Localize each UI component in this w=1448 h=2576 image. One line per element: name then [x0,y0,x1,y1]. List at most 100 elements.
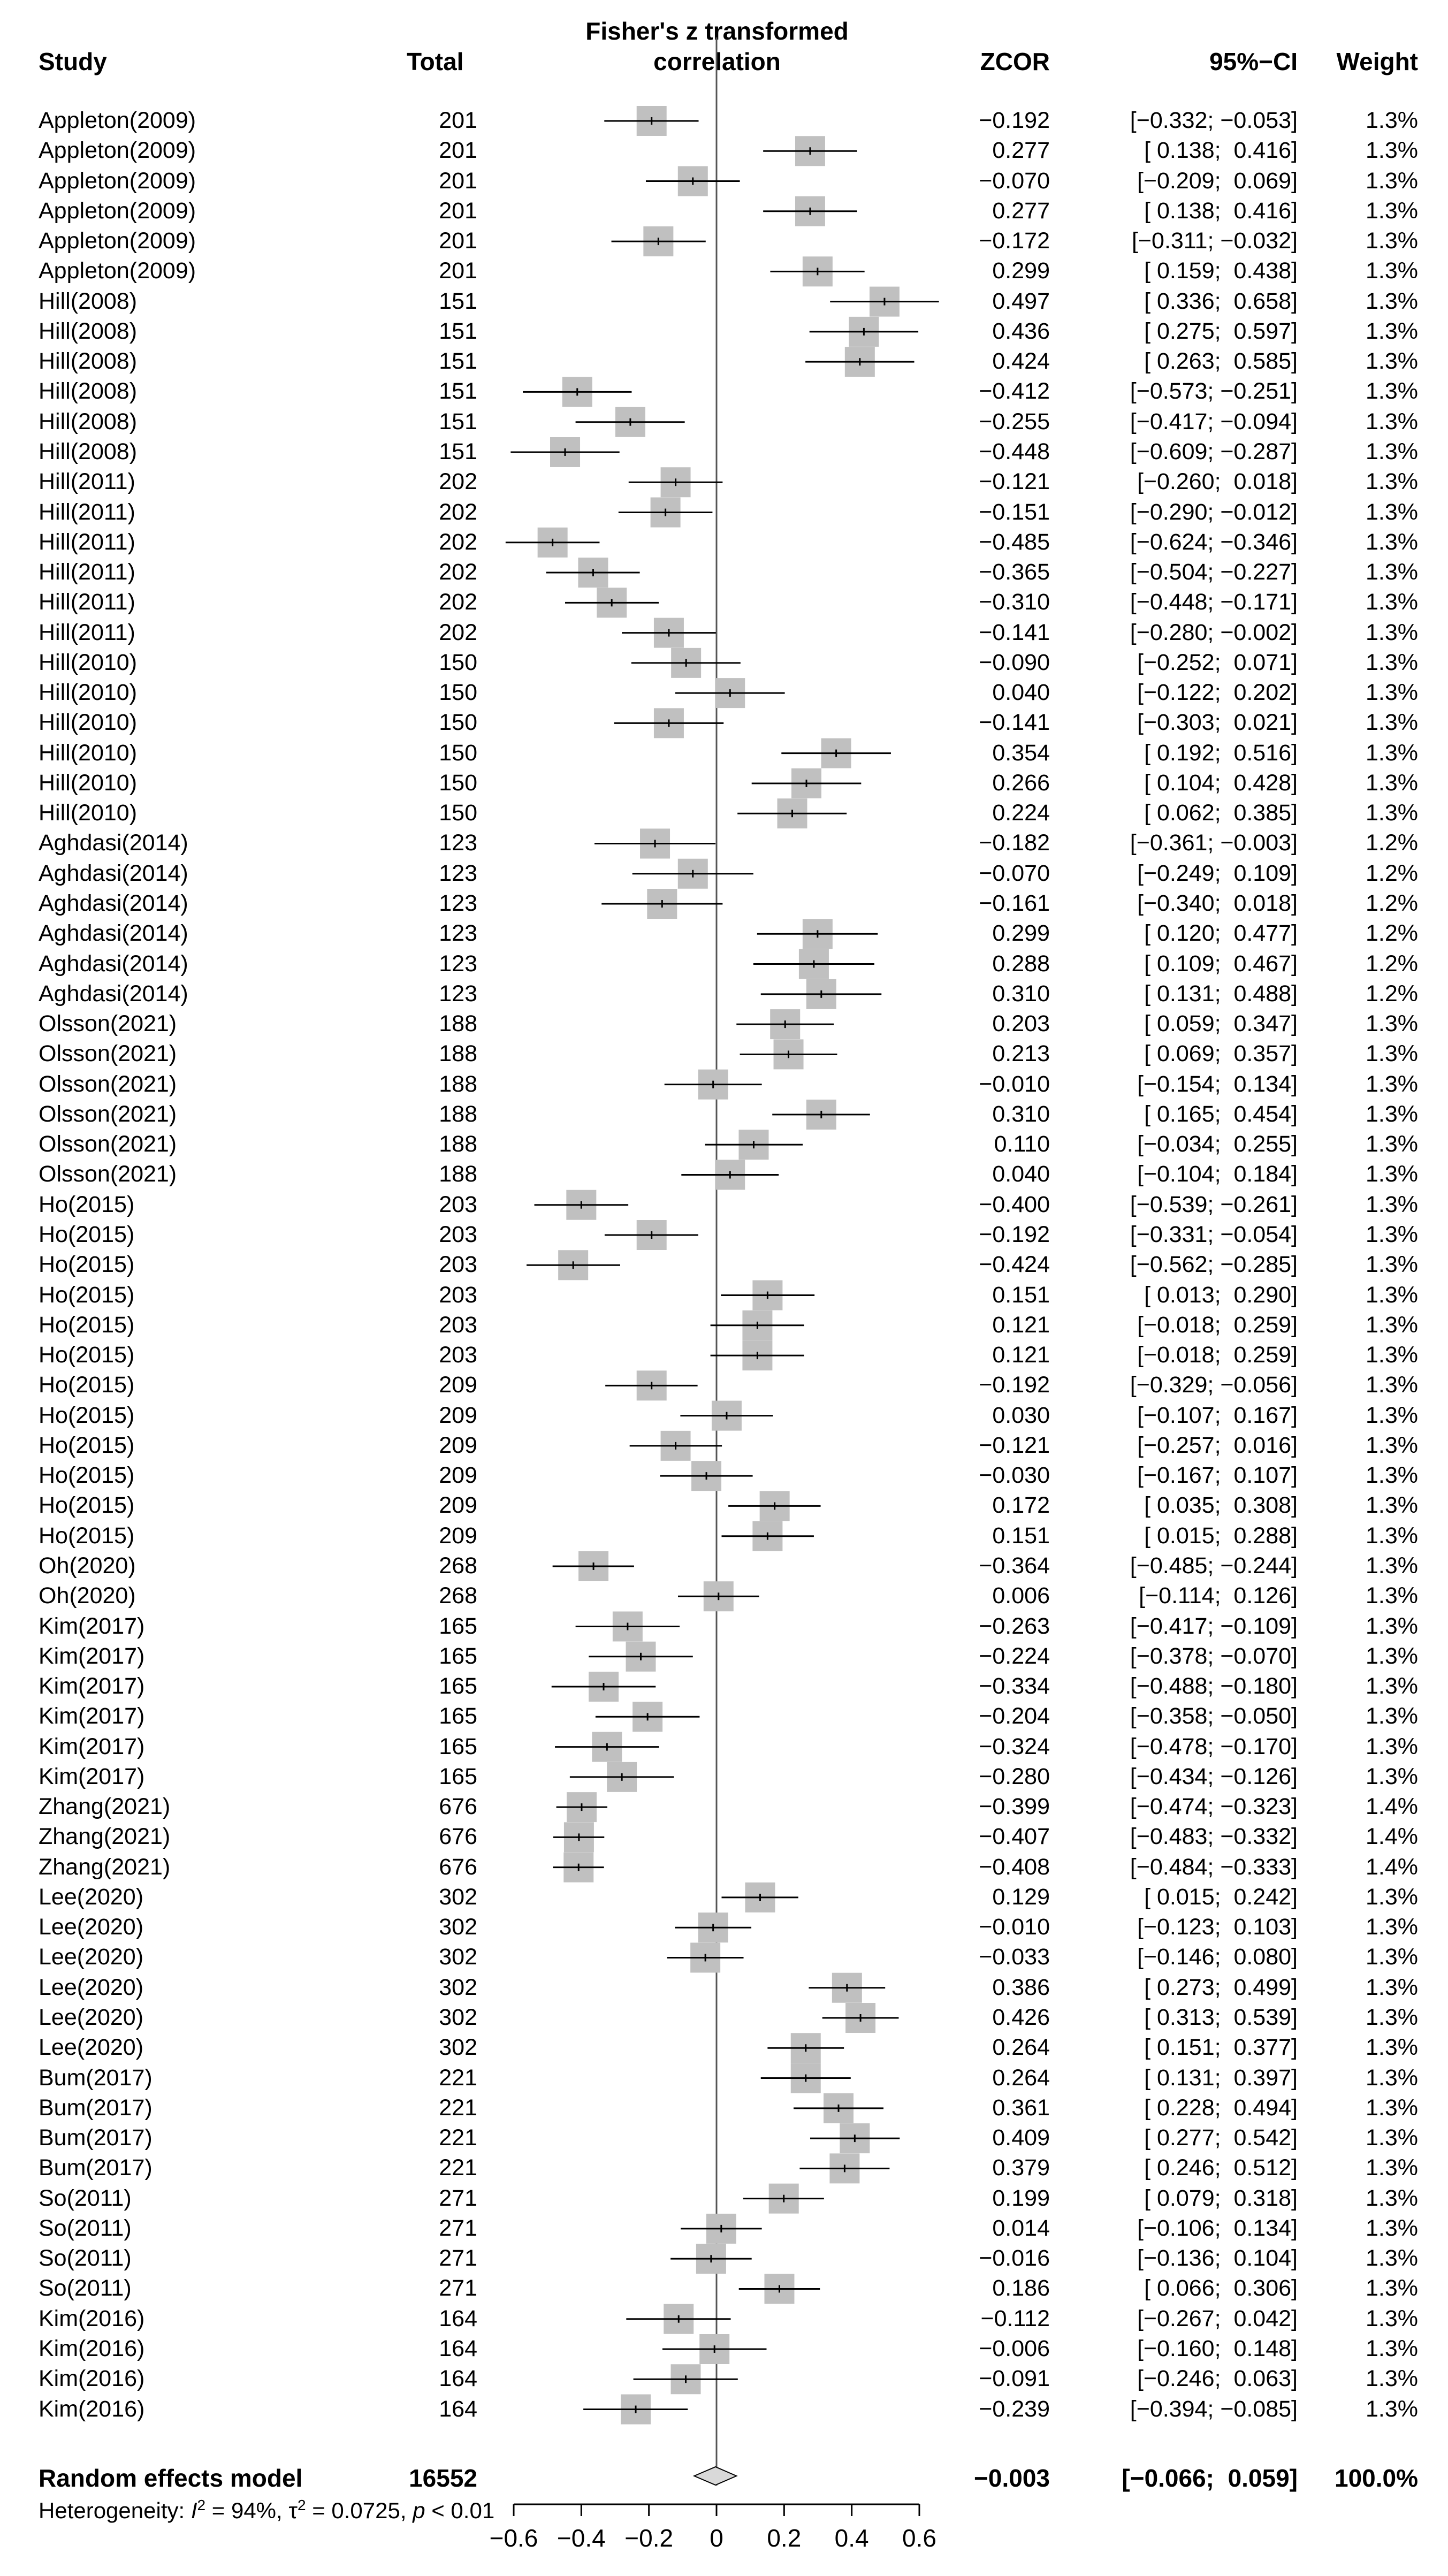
total-value: 165 [439,1673,477,1699]
zcor-value: 0.426 [992,2005,1050,2030]
total-value: 271 [439,2245,477,2272]
ci-value: [−0.290; −0.012] [1130,499,1298,525]
weight-value: 1.3% [1365,619,1418,645]
total-value: 188 [439,1041,477,1067]
total-value: 123 [439,890,477,917]
weight-value: 1.3% [1365,288,1418,314]
study-label: Kim(2017) [39,1673,145,1699]
weight-value: 1.3% [1365,1312,1418,1338]
study-label: Kim(2016) [39,2305,145,2331]
total-value: 202 [439,529,477,555]
zcor-value: −0.263 [979,1613,1050,1639]
ci-value: [−0.260; 0.018] [1137,469,1298,495]
zcor-value: 0.224 [992,800,1050,826]
ci-value: [−0.448; −0.171] [1130,589,1298,615]
x-tick-label: −0.6 [489,2524,538,2552]
total-value: 151 [439,288,477,314]
total-value: 676 [439,1854,477,1880]
study-label: Ho(2015) [39,1372,135,1398]
study-label: Appleton(2009) [39,138,196,164]
weight-value: 1.3% [1365,1342,1418,1368]
study-label: Hill(2010) [39,710,138,736]
weight-value: 1.3% [1365,1974,1418,2000]
zcor-value: −0.280 [979,1763,1050,1789]
zcor-value: 0.386 [992,1974,1050,2000]
total-value: 123 [439,860,477,886]
total-value: 221 [439,2125,477,2151]
study-label: Hill(2011) [39,469,135,495]
total-value: 302 [439,2034,477,2061]
ci-value: [ 0.015; 0.242] [1144,1884,1298,1910]
study-label: Kim(2017) [39,1613,145,1639]
ci-value: [−0.311; −0.032] [1131,228,1298,254]
ci-value: [−0.252; 0.071] [1137,649,1298,675]
zcor-value: 0.497 [992,288,1050,314]
weight-value: 1.2% [1365,920,1418,947]
weight-value: 1.3% [1365,529,1418,555]
study-label: Lee(2020) [39,1974,144,2000]
total-value: 209 [439,1372,477,1398]
ci-value: [−0.123; 0.103] [1137,1914,1298,1940]
weight-value: 1.3% [1365,1884,1418,1910]
study-label: Aghdasi(2014) [39,920,188,947]
weight-value: 1.3% [1365,1552,1418,1579]
zcor-value: −0.424 [979,1252,1050,1278]
total-value: 209 [439,1522,477,1549]
study-label: Hill(2008) [39,318,138,344]
study-label: Hill(2010) [39,740,138,766]
total-value: 151 [439,378,477,405]
study-label: Appleton(2009) [39,228,196,254]
zcor-value: 0.199 [992,2185,1050,2211]
study-label: Ho(2015) [39,1462,135,1489]
study-label: Kim(2017) [39,1703,145,1729]
study-label: Olsson(2021) [39,1071,177,1097]
study-label: Kim(2016) [39,2396,145,2422]
study-label: Aghdasi(2014) [39,950,188,977]
weight-value: 1.3% [1365,197,1418,224]
ci-value: [−0.573; −0.251] [1130,378,1298,405]
header-zcor: ZCOR [980,48,1050,75]
ci-value: [ 0.159; 0.438] [1144,258,1298,284]
total-value: 203 [439,1252,477,1278]
ci-value: [−0.257; 0.016] [1137,1432,1298,1458]
zcor-value: 0.277 [992,197,1050,224]
total-value: 165 [439,1613,477,1639]
study-label: Aghdasi(2014) [39,860,188,886]
total-value: 123 [439,980,477,1007]
weight-value: 1.3% [1365,1011,1418,1037]
ci-value: [−0.106; 0.134] [1137,2215,1298,2241]
ci-value: [ 0.192; 0.516] [1144,740,1298,766]
ci-value: [−0.417; −0.109] [1130,1613,1298,1639]
zcor-value: 0.213 [992,1041,1050,1067]
ci-value: [ 0.013; 0.290] [1144,1282,1298,1308]
total-value: 209 [439,1432,477,1458]
total-value: 123 [439,920,477,947]
study-label: So(2011) [39,2215,132,2241]
study-label: Hill(2011) [39,589,135,615]
ci-value: [ 0.131; 0.488] [1144,980,1298,1007]
weight-value: 1.3% [1365,1733,1418,1759]
ci-value: [−0.018; 0.259] [1137,1312,1298,1338]
zcor-value: −0.141 [979,710,1050,736]
total-value: 201 [439,197,477,224]
weight-value: 1.3% [1365,1221,1418,1247]
study-label: Ho(2015) [39,1492,135,1519]
study-label: Oh(2020) [39,1583,136,1609]
zcor-value: −0.070 [979,860,1050,886]
ci-value: [ 0.151; 0.377] [1144,2034,1298,2061]
ci-value: [ 0.069; 0.357] [1144,1041,1298,1067]
ci-value: [ 0.228; 0.494] [1144,2094,1298,2121]
zcor-value: −0.121 [979,469,1050,495]
study-label: Kim(2017) [39,1733,145,1759]
ci-value: [−0.280; −0.002] [1130,619,1298,645]
zcor-value: 0.014 [992,2215,1050,2241]
weight-value: 1.3% [1365,649,1418,675]
header-ci: 95%−CI [1209,48,1298,75]
summary-weight: 100.0% [1334,2464,1418,2492]
study-label: Kim(2016) [39,2335,145,2361]
weight-value: 1.3% [1365,1944,1418,1970]
study-label: Appleton(2009) [39,167,196,194]
ci-value: [ 0.273; 0.499] [1144,1974,1298,2000]
study-label: Kim(2017) [39,1643,145,1669]
zcor-value: 0.266 [992,769,1050,796]
